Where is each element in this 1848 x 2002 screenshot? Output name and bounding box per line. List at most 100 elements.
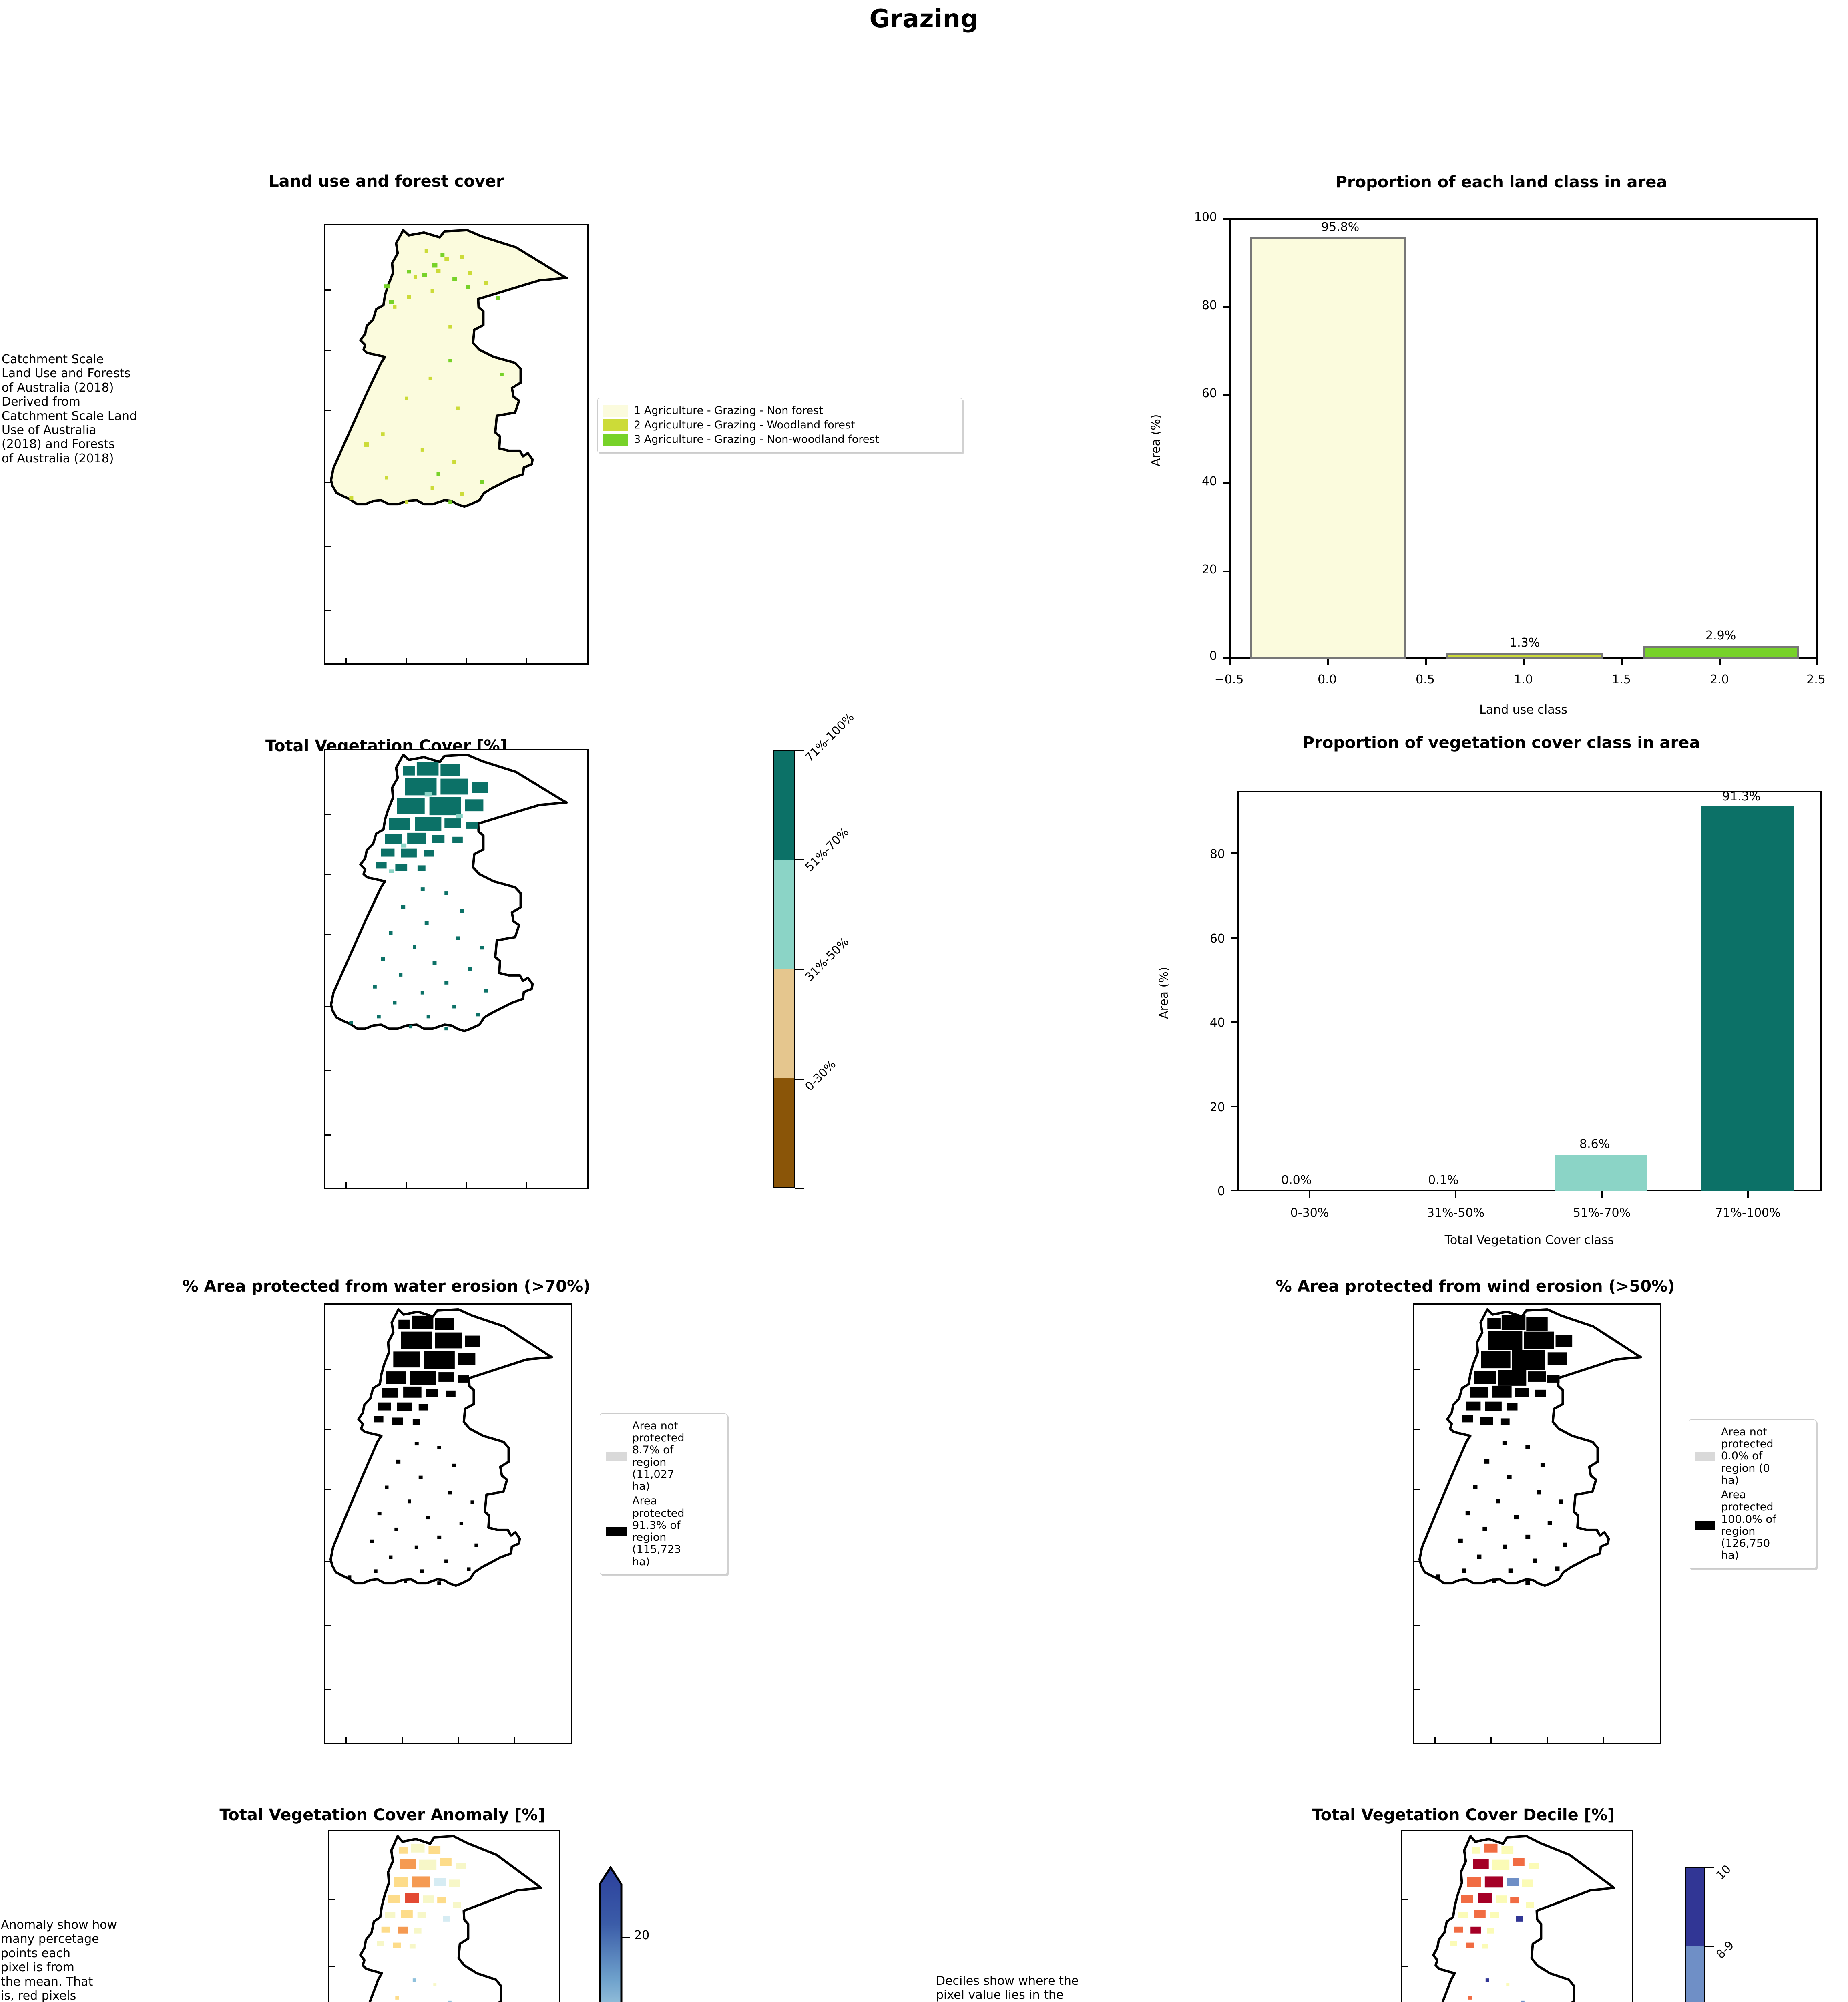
ytick-80: 80	[1201, 298, 1217, 312]
xtick-2.5: 2.5	[1806, 673, 1826, 687]
bar-tvc-3[interactable]	[1701, 806, 1794, 1191]
xtick-71-100: 71%-100%	[1715, 1206, 1781, 1220]
landuse-map-title: Land use and forest cover	[269, 172, 504, 191]
bar-label-2: 2.9%	[1705, 629, 1736, 643]
legend-swatch-woodland	[603, 419, 628, 432]
decile-seg-8-9	[1686, 1946, 1704, 2002]
water-erosion-title: % Area protected from water erosion (>70…	[182, 1277, 591, 1296]
legend-swatch-protected	[606, 1527, 627, 1537]
y-axis-label: Area (%)	[1149, 414, 1163, 467]
legend-label: Area protected 91.3% of region (115,723 …	[632, 1495, 685, 1568]
legend-label: 3 Agriculture - Grazing - Non-woodland f…	[634, 433, 880, 446]
map-axis-ticks	[325, 225, 587, 663]
decile-title: Total Vegetation Cover Decile [%]	[1312, 1806, 1615, 1824]
vegetation-cover-bar-chart[interactable]: 0 20 40 60 80 Area (%) 0-30% 31%-50% 51%…	[1157, 790, 1822, 1247]
legend-label: 2 Agriculture - Grazing - Woodland fores…	[634, 419, 855, 432]
cbar-label-71-100: 71%-100%	[802, 710, 857, 765]
map-axis-ticks	[325, 750, 587, 1188]
landclass-bar-chart[interactable]: 100 80 60 40 20 0 Area (%) −0.5 0.0 0.5 …	[1149, 210, 1826, 717]
bar-label-0: 95.8%	[1321, 220, 1360, 234]
decile-map[interactable]	[1401, 1830, 1633, 2002]
ytick-60: 60	[1201, 386, 1217, 400]
wind-erosion-title: % Area protected from wind erosion (>50%…	[1276, 1277, 1675, 1296]
catchment-outline	[1418, 1308, 1642, 1587]
water-erosion-legend: Area not protected 8.7% of region (11,02…	[600, 1413, 727, 1575]
cbar-seg-0-30	[774, 1078, 794, 1187]
anomaly-map[interactable]	[328, 1830, 560, 2002]
legend-item: 3 Agriculture - Grazing - Non-woodland f…	[603, 434, 956, 446]
legend-item: 2 Agriculture - Grazing - Woodland fores…	[603, 419, 956, 432]
decile-label-10: 10	[1713, 1862, 1734, 1883]
water-erosion-map[interactable]	[324, 1303, 572, 1744]
bar-tvc-2[interactable]	[1555, 1155, 1647, 1191]
ytick-100: 100	[1194, 210, 1217, 224]
bar-landclass-2[interactable]	[1643, 646, 1799, 659]
ytick-40: 40	[1209, 1016, 1225, 1030]
xtick-51-70: 51%-70%	[1573, 1206, 1631, 1220]
cbar-label-31-50: 31%-50%	[802, 935, 852, 984]
catchment-outline	[329, 229, 568, 508]
bar-label-0: 0.0%	[1281, 1173, 1312, 1187]
map-axis-ticks	[1402, 1831, 1632, 2002]
xtick-2.0: 2.0	[1710, 673, 1729, 687]
landuse-source-caption: Catchment Scale Land Use and Forests of …	[2, 352, 137, 466]
cbar-tick	[795, 750, 804, 751]
ytick-40: 40	[1201, 474, 1217, 488]
anomaly-title: Total Vegetation Cover Anomaly [%]	[219, 1806, 545, 1824]
legend-swatch-nonwoodland	[603, 434, 628, 446]
catchment-outline	[329, 1308, 553, 1587]
tvc-colorbar	[773, 750, 795, 1188]
cbar-seg-51-70	[774, 860, 794, 969]
ytick-20: 20	[1201, 563, 1217, 577]
map-axis-ticks	[1414, 1305, 1660, 1743]
total-vegetation-cover-map[interactable]	[324, 749, 589, 1189]
bar-label-3: 91.3%	[1722, 790, 1761, 804]
x-axis-label: Land use class	[1479, 703, 1567, 717]
x-axis-label: Total Vegetation Cover class	[1444, 1233, 1614, 1247]
xtick-0-30: 0-30%	[1290, 1206, 1329, 1220]
map-axis-ticks	[325, 1305, 571, 1743]
legend-item: Area not protected 8.7% of region (11,02…	[606, 1420, 721, 1493]
bar-label-1: 1.3%	[1509, 636, 1540, 650]
xtick-0.0: 0.0	[1318, 673, 1337, 687]
cbar-seg-31-50	[774, 969, 794, 1078]
ytick-0: 0	[1217, 1184, 1225, 1198]
tvc-chart-title: Proportion of vegetation cover class in …	[1302, 734, 1700, 752]
legend-swatch-nonforest	[603, 405, 628, 417]
ytick-60: 60	[1209, 932, 1225, 946]
cbar-tick	[795, 1188, 804, 1189]
cbar-tick	[795, 1079, 804, 1080]
ytick-20: 20	[1209, 1100, 1225, 1114]
xtick-31-50: 31%-50%	[1426, 1206, 1485, 1220]
legend-item: Area protected 91.3% of region (115,723 …	[606, 1495, 721, 1568]
landclass-chart-title: Proportion of each land class in area	[1335, 173, 1667, 191]
legend-label: Area protected 100.0% of region (126,750…	[1721, 1489, 1776, 1562]
anomaly-colorbar	[597, 1865, 625, 2002]
legend-swatch-not-protected	[606, 1451, 627, 1461]
xtick-0.5: 0.5	[1416, 673, 1435, 687]
legend-swatch-not-protected	[1695, 1451, 1715, 1461]
anomaly-note: Anomaly show how many percetage points e…	[1, 1918, 117, 2002]
cbar-tick	[1705, 1867, 1714, 1868]
legend-item: Area protected 100.0% of region (126,750…	[1695, 1489, 1810, 1562]
cbar-label-51-70: 51%-70%	[802, 825, 852, 874]
wind-erosion-map[interactable]	[1413, 1303, 1661, 1744]
landuse-legend: 1 Agriculture - Grazing - Non forest 2 A…	[597, 398, 962, 453]
bar-label-1: 0.1%	[1428, 1173, 1459, 1187]
bar-landclass-1[interactable]	[1446, 653, 1603, 659]
cbar-label-0-30: 0-30%	[802, 1057, 839, 1094]
cbar-tick	[795, 969, 804, 970]
landuse-map[interactable]	[324, 224, 589, 665]
y-axis-label: Area (%)	[1157, 967, 1171, 1019]
legend-label: Area not protected 8.7% of region (11,02…	[632, 1420, 685, 1493]
anomaly-tick-20: 20	[634, 1928, 650, 1942]
ytick-0: 0	[1209, 649, 1217, 663]
xtick--0.5: −0.5	[1214, 673, 1244, 687]
cbar-tick	[621, 1937, 630, 1938]
decile-seg-10	[1686, 1868, 1704, 1947]
map-axis-ticks	[329, 1831, 559, 2002]
bar-landclass-0[interactable]	[1250, 237, 1406, 659]
catchment-outline	[1432, 1835, 1615, 2002]
legend-swatch-protected	[1695, 1520, 1715, 1530]
catchment-outline	[359, 1835, 542, 2002]
